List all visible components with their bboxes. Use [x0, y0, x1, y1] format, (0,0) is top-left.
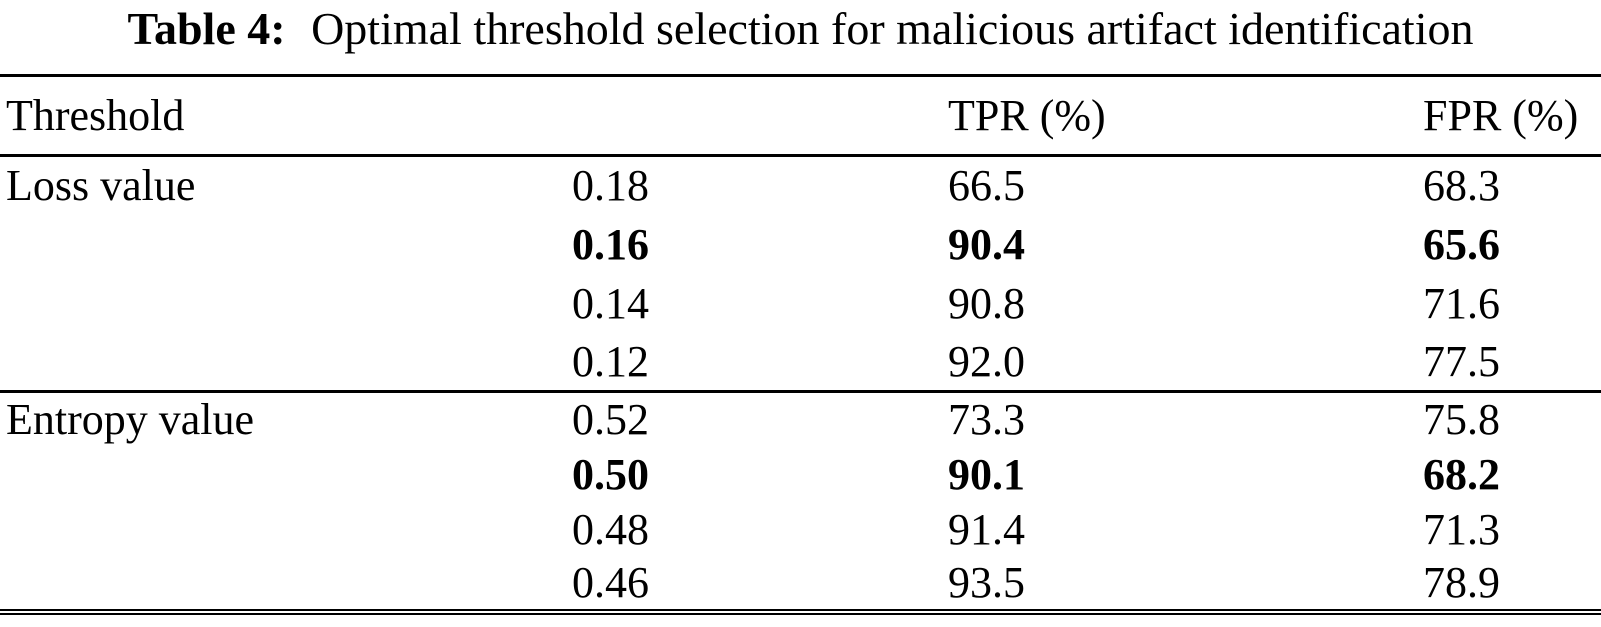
- fpr-cell: 75.8: [1423, 395, 1500, 445]
- tpr-cell: 90.4: [948, 219, 1025, 269]
- fpr-cell: 65.6: [1423, 219, 1500, 269]
- tpr-cell: 91.4: [948, 504, 1025, 554]
- threshold-value-cell: 0.12: [572, 336, 649, 386]
- table-header-row: Threshold TPR (%) FPR (%): [0, 75, 1601, 156]
- table-row: Entropy value 0.52 73.3 75.8: [0, 392, 1601, 447]
- tpr-cell: 93.5: [948, 558, 1025, 607]
- table-row: 0.48 91.4 71.3: [0, 502, 1601, 557]
- column-header-value: [572, 76, 948, 156]
- tpr-cell: 73.3: [948, 395, 1025, 445]
- fpr-cell: 77.5: [1423, 336, 1500, 386]
- column-header-tpr: TPR (%): [948, 91, 1106, 140]
- section-label: Entropy value: [6, 395, 255, 445]
- section-label: Loss value: [6, 161, 196, 211]
- tpr-cell: 66.5: [948, 161, 1025, 211]
- table-caption: Table 4: Optimal threshold selection for…: [0, 0, 1601, 58]
- section-label-empty: [0, 215, 572, 274]
- section-label-empty: [0, 502, 572, 557]
- column-header-fpr: FPR (%): [1423, 91, 1579, 140]
- table-row-optimal: 0.50 90.1 68.2: [0, 447, 1601, 502]
- table-caption-text: Optimal threshold selection for maliciou…: [311, 3, 1474, 54]
- threshold-value-cell: 0.48: [572, 504, 649, 554]
- section-label-empty: [0, 557, 572, 612]
- table-row: Loss value 0.18 66.5 68.3: [0, 156, 1601, 215]
- threshold-value-cell: 0.50: [572, 449, 649, 499]
- threshold-value-cell: 0.52: [572, 395, 649, 445]
- tpr-cell: 92.0: [948, 336, 1025, 386]
- table-caption-label: Table 4:: [127, 3, 286, 54]
- table-row: 0.12 92.0 77.5: [0, 333, 1601, 392]
- tpr-cell: 90.8: [948, 278, 1025, 328]
- table-row-optimal: 0.16 90.4 65.6: [0, 215, 1601, 274]
- threshold-value-cell: 0.18: [572, 161, 649, 211]
- fpr-cell: 68.2: [1423, 449, 1500, 499]
- threshold-value-cell: 0.14: [572, 278, 649, 328]
- fpr-cell: 78.9: [1423, 558, 1500, 607]
- table-row: 0.46 93.5 78.9: [0, 557, 1601, 612]
- tpr-cell: 90.1: [948, 449, 1025, 499]
- section-entropy-value: Entropy value 0.52 73.3 75.8 0.50 90.1 6…: [0, 392, 1601, 612]
- fpr-cell: 68.3: [1423, 161, 1500, 211]
- column-header-threshold: Threshold: [6, 91, 185, 140]
- section-loss-value: Loss value 0.18 66.5 68.3 0.16 90.4 65.6…: [0, 156, 1601, 392]
- threshold-value-cell: 0.16: [572, 219, 649, 269]
- section-label-empty: [0, 333, 572, 392]
- section-label-empty: [0, 447, 572, 502]
- fpr-cell: 71.6: [1423, 278, 1500, 328]
- threshold-value-cell: 0.46: [572, 558, 649, 607]
- table-row: 0.14 90.8 71.6: [0, 274, 1601, 333]
- threshold-results-table: Threshold TPR (%) FPR (%) Loss value 0.1…: [0, 74, 1601, 615]
- fpr-cell: 71.3: [1423, 504, 1500, 554]
- section-label-empty: [0, 274, 572, 333]
